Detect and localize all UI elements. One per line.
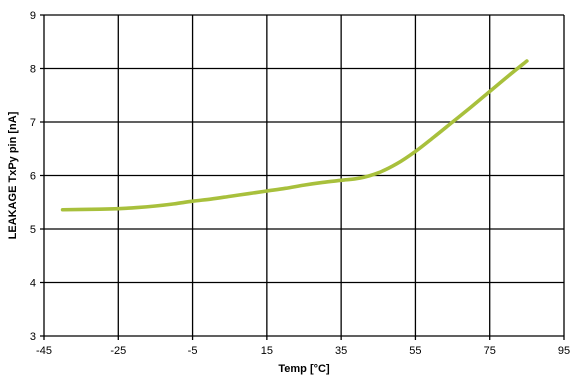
- series-line-0: [60, 59, 529, 212]
- x-tick-label-5: 55: [409, 345, 421, 357]
- x-tick-labels: -45 -25 -5 15 35 55 75 95: [36, 345, 570, 357]
- y-tick-label-5: 8: [30, 64, 36, 76]
- y-tick-label-0: 3: [30, 331, 36, 343]
- x-tick-label-2: -5: [188, 345, 198, 357]
- data-series: [60, 59, 529, 212]
- y-tick-label-1: 4: [30, 278, 36, 290]
- y-tick-label-3: 6: [30, 171, 36, 183]
- x-tick-label-6: 75: [484, 345, 496, 357]
- y-axis-title: LEAKAGE TxPy pin [nA]: [7, 111, 19, 239]
- x-tick-label-1: -25: [110, 345, 126, 357]
- x-tick-label-3: 15: [261, 345, 273, 357]
- x-tick-label-4: 35: [335, 345, 347, 357]
- y-tick-label-4: 7: [30, 117, 36, 129]
- x-tick-label-0: -45: [36, 345, 52, 357]
- y-tick-label-6: 9: [30, 10, 36, 22]
- y-tick-labels: 3 4 5 6 7 8 9: [30, 10, 36, 343]
- grid-lines: [40, 14, 565, 340]
- x-axis-title: Temp [°C]: [278, 363, 330, 375]
- x-tick-label-7: 95: [558, 345, 570, 357]
- y-tick-label-2: 5: [30, 224, 36, 236]
